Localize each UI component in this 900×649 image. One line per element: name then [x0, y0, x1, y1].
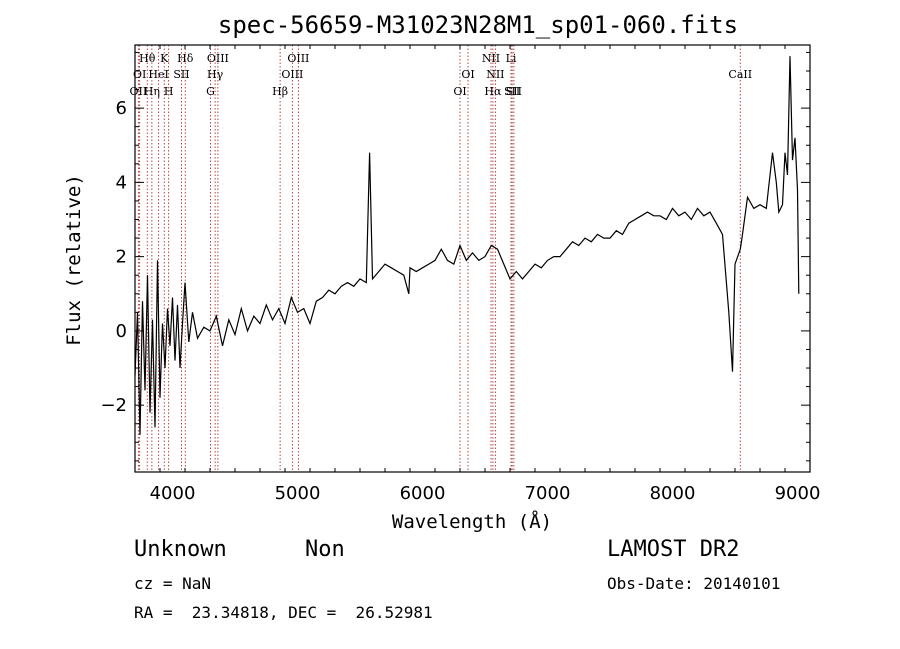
y-tick-label-1: 0 — [116, 321, 127, 342]
y-tick-label-2: 2 — [116, 247, 127, 268]
observation-date: Obs-Date: 20140101 — [607, 574, 781, 593]
line-label-2: Hθ — [139, 52, 156, 65]
line-label-3: Hη — [144, 85, 160, 98]
redshift-readout: cz = NaN — [134, 574, 212, 593]
plot-frame — [134, 44, 811, 473]
line-label-18: Hα — [484, 85, 502, 98]
line-label-11: OIII — [207, 52, 229, 65]
line-label-16: OI — [461, 68, 474, 81]
y-tick-label-3: 4 — [116, 172, 127, 193]
x-axis-label: Wavelength (Å) — [392, 510, 552, 533]
coordinates-readout: RA = 23.34818, DEC = 26.52981 — [134, 603, 433, 622]
line-label-8: Hδ — [177, 52, 194, 65]
y-axis: −2 0 2 4 6 — [100, 51, 810, 462]
line-label-7: SII — [173, 68, 189, 81]
x-tick-label-0: 4000 — [150, 483, 196, 504]
x-tick-label-4: 8000 — [650, 483, 696, 504]
object-subclass: Non — [305, 537, 345, 562]
line-label-12: Hβ — [272, 85, 288, 98]
x-tick-label-5: 9000 — [775, 483, 821, 504]
line-label-4: HeI — [148, 68, 168, 81]
y-tick-label-4: 6 — [116, 98, 127, 119]
emission-line-markers — [137, 45, 741, 472]
line-label-22: SII — [506, 85, 522, 98]
line-label-14: OIII — [287, 52, 309, 65]
line-label-17: NII — [482, 52, 500, 65]
x-tick-label-3: 7000 — [525, 483, 571, 504]
line-label-15: OI — [453, 85, 466, 98]
x-tick-label-1: 5000 — [275, 483, 321, 504]
line-label-0: OII — [130, 85, 148, 98]
spectrum-line — [134, 56, 800, 435]
line-label-13: OIII — [281, 68, 303, 81]
chart-title: spec-56659-M31023N28M1_sp01-060.fits — [218, 11, 738, 39]
line-label-19: NII — [486, 68, 504, 81]
line-label-10: Hγ — [207, 68, 224, 81]
line-label-20: Li — [506, 52, 517, 65]
line-label-6: H — [164, 85, 174, 98]
object-class: Unknown — [134, 537, 227, 562]
x-axis: 4000 5000 6000 7000 8000 9000 — [134, 45, 821, 504]
y-axis-label: Flux (relative) — [63, 174, 85, 346]
line-label-23: CaII — [728, 68, 752, 81]
survey-name: LAMOST DR2 — [607, 537, 740, 562]
x-tick-label-2: 6000 — [400, 483, 446, 504]
line-label-5: K — [160, 52, 169, 65]
y-tick-label-0: −2 — [100, 395, 127, 416]
emission-line-labels: OIIOIHθHηHeIKHSIIHδGHγOIIIHβOIIIOIIIOIOI… — [130, 52, 753, 98]
line-label-9: G — [206, 85, 215, 98]
line-label-21: SII — [504, 85, 520, 98]
